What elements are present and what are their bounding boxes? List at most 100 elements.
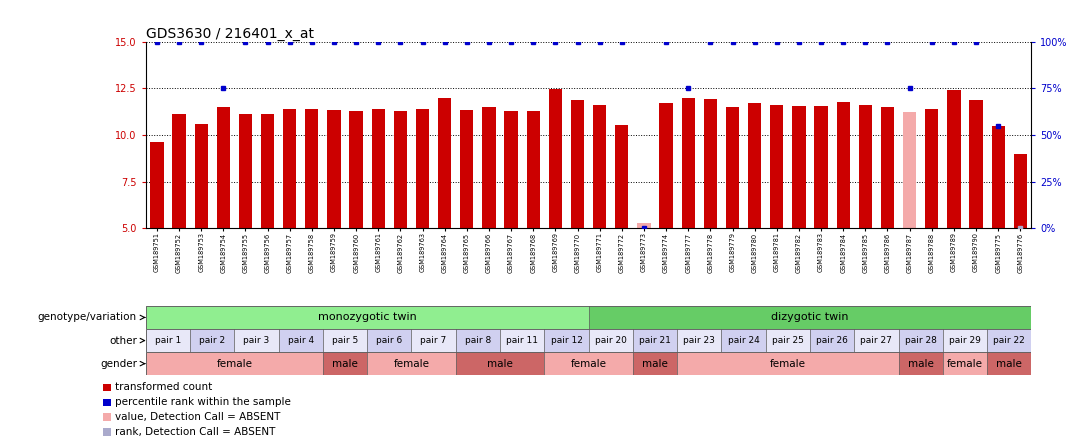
Bar: [103, 399, 111, 406]
Bar: [394, 111, 407, 228]
Bar: [500, 329, 544, 352]
Bar: [770, 105, 783, 228]
Bar: [544, 329, 589, 352]
Text: rank, Detection Call = ABSENT: rank, Detection Call = ABSENT: [114, 427, 275, 437]
Bar: [416, 109, 429, 228]
Text: pair 8: pair 8: [464, 336, 491, 345]
Bar: [593, 105, 606, 228]
Bar: [527, 111, 540, 228]
Text: pair 12: pair 12: [551, 336, 582, 345]
Text: female: female: [570, 359, 607, 369]
Bar: [544, 352, 633, 375]
Bar: [173, 115, 186, 228]
Text: pair 23: pair 23: [684, 336, 715, 345]
Bar: [987, 352, 1031, 375]
Text: pair 21: pair 21: [639, 336, 671, 345]
Text: pair 1: pair 1: [154, 336, 181, 345]
Bar: [194, 124, 207, 228]
Bar: [837, 103, 850, 228]
Bar: [660, 103, 673, 228]
Bar: [411, 329, 456, 352]
Text: percentile rank within the sample: percentile rank within the sample: [114, 397, 291, 407]
Bar: [748, 103, 761, 228]
Bar: [1014, 154, 1027, 228]
Bar: [987, 329, 1031, 352]
Text: male: male: [333, 359, 357, 369]
Bar: [146, 306, 589, 329]
Bar: [279, 329, 323, 352]
Bar: [372, 109, 384, 228]
Bar: [150, 143, 163, 228]
Bar: [859, 105, 872, 228]
Text: pair 29: pair 29: [949, 336, 981, 345]
Text: value, Detection Call = ABSENT: value, Detection Call = ABSENT: [114, 412, 280, 422]
Bar: [943, 329, 987, 352]
Bar: [793, 106, 806, 228]
Bar: [881, 107, 894, 228]
Text: other: other: [109, 336, 137, 345]
Text: monozygotic twin: monozygotic twin: [318, 313, 417, 322]
Text: male: male: [643, 359, 667, 369]
Text: pair 28: pair 28: [905, 336, 936, 345]
Bar: [947, 90, 960, 228]
Bar: [217, 107, 230, 228]
Bar: [239, 115, 252, 228]
Text: male: male: [997, 359, 1022, 369]
Bar: [704, 99, 717, 228]
Text: dizygotic twin: dizygotic twin: [771, 313, 849, 322]
Bar: [234, 329, 279, 352]
Bar: [367, 352, 456, 375]
Bar: [970, 99, 983, 228]
Text: pair 6: pair 6: [376, 336, 403, 345]
Bar: [854, 329, 899, 352]
Text: female: female: [216, 359, 253, 369]
Bar: [810, 329, 854, 352]
Bar: [589, 306, 1031, 329]
Bar: [456, 352, 544, 375]
Bar: [103, 428, 111, 436]
Text: male: male: [487, 359, 513, 369]
Bar: [903, 112, 916, 228]
Bar: [306, 109, 319, 228]
Bar: [103, 384, 111, 391]
Bar: [261, 115, 274, 228]
Text: pair 27: pair 27: [861, 336, 892, 345]
Bar: [677, 352, 899, 375]
Text: male: male: [908, 359, 933, 369]
Bar: [899, 329, 943, 352]
Text: pair 2: pair 2: [199, 336, 226, 345]
Text: transformed count: transformed count: [114, 382, 212, 392]
Bar: [726, 107, 739, 228]
Text: female: female: [770, 359, 806, 369]
Text: pair 3: pair 3: [243, 336, 270, 345]
Bar: [367, 329, 411, 352]
Bar: [283, 109, 296, 228]
Text: pair 5: pair 5: [332, 336, 359, 345]
Bar: [991, 126, 1004, 228]
Bar: [633, 352, 677, 375]
Text: pair 25: pair 25: [772, 336, 804, 345]
Bar: [899, 352, 943, 375]
Bar: [943, 352, 987, 375]
Bar: [103, 413, 111, 420]
Text: pair 26: pair 26: [816, 336, 848, 345]
Bar: [589, 329, 633, 352]
Text: genotype/variation: genotype/variation: [38, 313, 137, 322]
Bar: [504, 111, 517, 228]
Bar: [637, 222, 650, 228]
Bar: [677, 329, 721, 352]
Bar: [721, 329, 766, 352]
Bar: [327, 110, 340, 228]
Text: female: female: [393, 359, 430, 369]
Bar: [616, 125, 629, 228]
Bar: [766, 329, 810, 352]
Text: gender: gender: [100, 359, 137, 369]
Bar: [190, 329, 234, 352]
Text: pair 20: pair 20: [595, 336, 626, 345]
Bar: [146, 329, 190, 352]
Bar: [633, 329, 677, 352]
Bar: [460, 110, 473, 228]
Bar: [681, 98, 694, 228]
Text: pair 22: pair 22: [994, 336, 1025, 345]
Text: pair 24: pair 24: [728, 336, 759, 345]
